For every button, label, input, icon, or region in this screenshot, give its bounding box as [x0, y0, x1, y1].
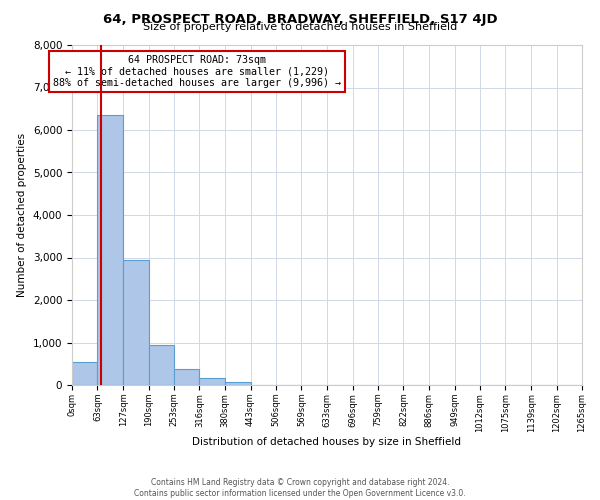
Text: 64 PROSPECT ROAD: 73sqm
← 11% of detached houses are smaller (1,229)
88% of semi: 64 PROSPECT ROAD: 73sqm ← 11% of detache… [53, 55, 341, 88]
Bar [199, 378, 225, 385]
Text: 64, PROSPECT ROAD, BRADWAY, SHEFFIELD, S17 4JD: 64, PROSPECT ROAD, BRADWAY, SHEFFIELD, S… [103, 12, 497, 26]
Bar [123, 260, 149, 385]
Bar [225, 382, 251, 385]
Bar [149, 344, 174, 385]
X-axis label: Distribution of detached houses by size in Sheffield: Distribution of detached houses by size … [193, 437, 461, 447]
Bar [174, 369, 199, 385]
Text: Contains HM Land Registry data © Crown copyright and database right 2024.
Contai: Contains HM Land Registry data © Crown c… [134, 478, 466, 498]
Y-axis label: Number of detached properties: Number of detached properties [17, 133, 27, 297]
Bar [72, 362, 97, 385]
Text: Size of property relative to detached houses in Sheffield: Size of property relative to detached ho… [143, 22, 457, 32]
Bar [97, 115, 123, 385]
